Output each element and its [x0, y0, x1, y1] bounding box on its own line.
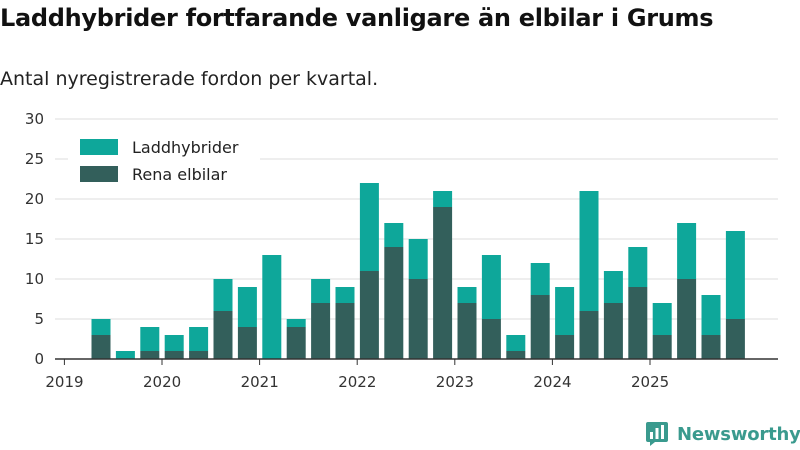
- bar-laddhybrider-2022-q4: [433, 191, 453, 207]
- y-tick-label-20: 20: [25, 190, 44, 208]
- chart-title: Laddhybrider fortfarande vanligare än el…: [0, 4, 714, 32]
- x-tick-label-2020: 2020: [143, 373, 181, 391]
- bar-laddhybrider-2021-q1: [262, 255, 282, 359]
- bar-laddhybrider-2023-q4: [530, 263, 550, 295]
- x-tick-label-2023: 2023: [436, 373, 474, 391]
- bar-laddhybrider-2022-q2: [384, 223, 404, 247]
- legend-swatch-rena-elbilar: [80, 166, 118, 182]
- legend: Laddhybrider Rena elbilar: [68, 130, 260, 190]
- x-axis: 2019 2020 2021 2022 2023 2024 2025: [45, 358, 778, 391]
- bar-laddhybrider-2024-q2: [579, 191, 599, 311]
- bar-laddhybrider-2020-q4: [237, 287, 257, 327]
- bar-laddhybrider-2025-q2: [677, 223, 697, 279]
- chart-subtitle: Antal nyregistrerade fordon per kvartal.: [0, 68, 379, 90]
- bar-rena-elbilar-2024-q2: [579, 311, 599, 359]
- bar-laddhybrider-2021-q3: [311, 279, 331, 303]
- bar-rena-elbilar-2024-q4: [628, 287, 648, 359]
- bar-rena-elbilar-2021-q4: [335, 303, 355, 359]
- bar-rena-elbilar-2022-q2: [384, 247, 404, 359]
- legend-swatch-laddhybrider: [80, 139, 118, 155]
- brand: Newsworthy: [645, 420, 800, 448]
- y-tick-label-0: 0: [34, 350, 44, 368]
- bar-rena-elbilar-2023-q2: [481, 319, 501, 359]
- bar-rena-elbilar-2019-q2: [91, 335, 111, 359]
- bar-laddhybrider-2020-q1: [164, 335, 184, 351]
- bar-laddhybrider-2022-q1: [359, 183, 379, 271]
- bar-laddhybrider-2025-q3: [701, 295, 721, 335]
- bar-rena-elbilar-2025-q2: [677, 279, 697, 359]
- bar-laddhybrider-2024-q4: [628, 247, 648, 287]
- legend-label-rena-elbilar: Rena elbilar: [132, 165, 227, 184]
- bar-rena-elbilar-2024-q3: [603, 303, 623, 359]
- bar-laddhybrider-2023-q3: [506, 335, 526, 351]
- bar-laddhybrider-2021-q4: [335, 287, 355, 303]
- bar-rena-elbilar-2021-q3: [311, 303, 331, 359]
- y-axis-ticks: 0 5 10 15 20 25 30: [25, 110, 44, 368]
- y-tick-label-15: 15: [25, 230, 44, 248]
- brand-name: Newsworthy: [677, 423, 800, 445]
- bar-rena-elbilar-2025-q3: [701, 335, 721, 359]
- x-tick-label-2024: 2024: [533, 373, 571, 391]
- bar-rena-elbilar-2025-q4: [725, 319, 745, 359]
- bar-rena-elbilar-2025-q1: [652, 335, 672, 359]
- y-tick-label-10: 10: [25, 270, 44, 288]
- newsworthy-logo-icon: [646, 422, 668, 446]
- bar-rena-elbilar-2022-q4: [433, 207, 453, 359]
- x-tick-label-2025: 2025: [631, 373, 669, 391]
- bar-laddhybrider-2025-q4: [725, 231, 745, 319]
- bar-rena-elbilar-2023-q1: [457, 303, 477, 359]
- y-tick-label-30: 30: [25, 110, 44, 128]
- bar-laddhybrider-2021-q2: [286, 319, 306, 327]
- bar-rena-elbilar-2022-q3: [408, 279, 428, 359]
- y-tick-label-25: 25: [25, 150, 44, 168]
- bar-laddhybrider-2019-q3: [115, 351, 135, 359]
- bar-rena-elbilar-2022-q1: [359, 271, 379, 359]
- bar-laddhybrider-2025-q1: [652, 303, 672, 335]
- bar-laddhybrider-2019-q4: [140, 327, 160, 351]
- bar-laddhybrider-2020-q3: [213, 279, 233, 311]
- bar-rena-elbilar-2023-q3: [506, 351, 526, 359]
- bars: [91, 183, 745, 359]
- y-tick-label-5: 5: [34, 310, 44, 328]
- bar-laddhybrider-2023-q2: [481, 255, 501, 319]
- bar-rena-elbilar-2019-q4: [140, 351, 160, 359]
- legend-label-laddhybrider: Laddhybrider: [132, 138, 239, 157]
- bar-rena-elbilar-2020-q2: [189, 351, 209, 359]
- bar-rena-elbilar-2020-q3: [213, 311, 233, 359]
- bar-rena-elbilar-2023-q4: [530, 295, 550, 359]
- bar-rena-elbilar-2024-q1: [555, 335, 575, 359]
- bar-rena-elbilar-2020-q1: [164, 351, 184, 359]
- bar-rena-elbilar-2020-q4: [237, 327, 257, 359]
- bar-laddhybrider-2022-q3: [408, 239, 428, 279]
- x-tick-label-2021: 2021: [241, 373, 279, 391]
- x-tick-label-2022: 2022: [338, 373, 376, 391]
- bar-laddhybrider-2020-q2: [189, 327, 209, 351]
- bar-laddhybrider-2024-q3: [603, 271, 623, 303]
- bar-laddhybrider-2019-q2: [91, 319, 111, 335]
- bar-laddhybrider-2024-q1: [555, 287, 575, 335]
- bar-rena-elbilar-2021-q2: [286, 327, 306, 359]
- x-tick-label-2019: 2019: [45, 373, 83, 391]
- bar-laddhybrider-2023-q1: [457, 287, 477, 303]
